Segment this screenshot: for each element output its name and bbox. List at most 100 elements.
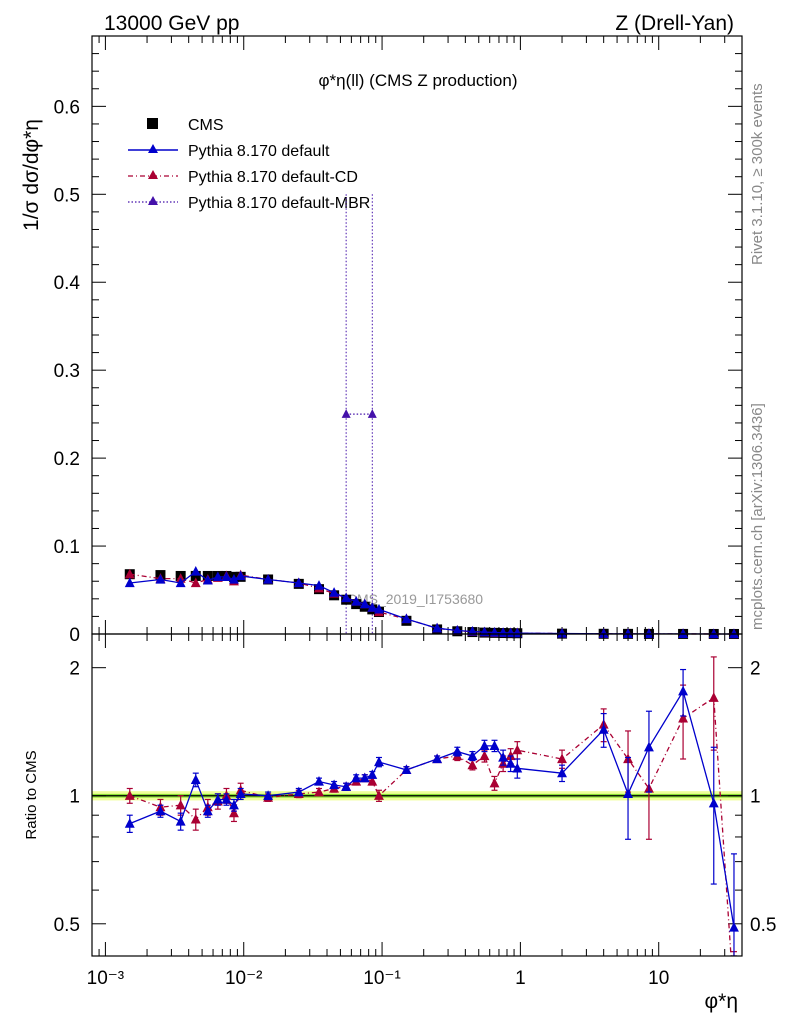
cd-ratio-point [124, 790, 135, 800]
legend-label-mbr: Pythia 8.170 default-MBR [188, 195, 370, 212]
ratio-y-axis-title: Ratio to CMS [23, 750, 40, 839]
default-ratio-point [401, 764, 412, 775]
series-point-1 [623, 628, 633, 638]
series-point-1 [708, 628, 719, 639]
series-point-1 [452, 624, 463, 635]
y-tick-label-main: 0.3 [54, 361, 80, 382]
default-ratio-point [190, 774, 201, 784]
mbr-point [341, 409, 351, 418]
default-ratio-point [329, 779, 340, 790]
legend-entry-cd: Pythia 8.170 default-CD [128, 169, 358, 186]
series-point-1 [432, 622, 443, 633]
series-point-1 [512, 627, 523, 638]
legend-marker-cms [147, 118, 158, 129]
default-ratio-point [432, 753, 443, 764]
plot-title: φ*η(ll) (CMS Z production) [318, 71, 517, 90]
default-ratio-point [729, 922, 739, 932]
series-point-1 [341, 592, 352, 603]
series-point-1 [314, 580, 324, 590]
default-ratio-point [498, 751, 509, 762]
ratio-axis-ticks: 10⁻³ 10⁻² 10⁻¹ 1 10 0.5 0.5 1 1 2 2 [54, 634, 776, 989]
default-ratio-point [341, 781, 352, 791]
cd-ratio-point [708, 692, 719, 702]
default-ratio-point [314, 776, 324, 786]
series-point-1 [359, 598, 370, 609]
header-process-label: Z (Drell-Yan) [615, 12, 734, 35]
ratio-uncertainty-band [92, 791, 742, 801]
y-tick-label-ratio-left: 0.5 [54, 915, 80, 936]
default-ratio-point [479, 740, 490, 750]
x-tick-label: 1 [515, 968, 526, 989]
x-axis-title: φ*η [705, 990, 738, 1013]
series-point-1 [729, 628, 739, 639]
cd-ratio-point [467, 759, 478, 770]
series-point-1 [329, 587, 340, 597]
main-axis-ticks: 0 0.1 0.2 0.3 0.4 0.5 0.6 [54, 36, 743, 646]
series-point-1 [221, 571, 232, 581]
y-tick-label-ratio-left: 1 [69, 787, 80, 808]
default-ratio-point [708, 797, 719, 808]
series-point-1 [351, 595, 362, 606]
series-point-1 [212, 571, 223, 581]
main-y-axis-title: 1/σ dσ/dφ*η [20, 119, 43, 231]
default-ratio-point [124, 818, 135, 828]
legend-marker-mbr [148, 196, 158, 205]
x-tick-label: 10⁻² [225, 968, 263, 989]
series-point-1 [505, 627, 516, 638]
x-tick-label: 10 [648, 968, 669, 989]
cd-ratio-point [175, 799, 186, 810]
mcplots-label: mcplots.cern.ch [arXiv:1306.3436] [749, 403, 766, 630]
y-tick-label-main: 0.5 [54, 185, 80, 206]
default-ratio-line [129, 689, 735, 928]
rivet-version-label: Rivet 3.1.10, ≥ 300k events [749, 83, 766, 265]
default-ratio-point [351, 772, 362, 783]
default-ratio-point [489, 740, 500, 750]
default-ratio-point [623, 788, 633, 799]
legend-marker-cd [148, 170, 158, 179]
series-point-1 [374, 603, 384, 614]
cd-ratio-point [229, 807, 239, 818]
y-tick-label-ratio-right: 1 [750, 787, 761, 808]
analysis-watermark: CMS_2019_I1753680 [347, 591, 483, 607]
default-ratio-point [293, 786, 304, 797]
cd-ratio-point [190, 813, 201, 824]
cd-ratio-point [367, 776, 378, 786]
default-ratio-point [155, 805, 166, 816]
series-point-1 [367, 602, 378, 612]
default-ratio-point [221, 793, 232, 804]
series-point-1 [155, 573, 166, 584]
ratio-chart-marks [124, 656, 739, 956]
mbr-point [367, 409, 377, 418]
ratio-plot-frame [91, 633, 743, 957]
cd-ratio-point [374, 790, 384, 800]
default-ratio-point [212, 793, 223, 804]
legend-entry-cms: CMS [147, 117, 224, 134]
default-ratio-point [557, 767, 567, 778]
series-point-2 [124, 568, 135, 579]
legend-label-cd: Pythia 8.170 default-CD [188, 169, 358, 186]
default-ratio-point [367, 769, 378, 779]
legend: CMS Pythia 8.170 default Pythia 8.170 de… [128, 117, 370, 212]
y-tick-label-main: 0.6 [54, 97, 80, 118]
x-tick-label: 10⁻³ [87, 968, 125, 989]
cd-ratio-point [314, 786, 324, 797]
default-ratio-point [678, 685, 689, 696]
series-point-1 [467, 626, 478, 636]
series-point-1 [235, 570, 246, 581]
main-chart-marks [124, 194, 739, 639]
y-tick-label-main: 0.4 [54, 273, 81, 294]
series-point-1 [644, 628, 654, 639]
y-tick-label-ratio-right: 2 [750, 659, 761, 680]
cd-ratio-point [512, 744, 523, 755]
default-ratio-point [644, 741, 654, 752]
default-ratio-point [175, 815, 186, 826]
series-point-1 [598, 628, 609, 638]
series-point-1 [401, 613, 412, 624]
series-point-1 [124, 577, 135, 588]
cd-ratio-point [489, 777, 500, 788]
cd-ratio-point [505, 750, 516, 761]
legend-entry-default: Pythia 8.170 default [128, 143, 330, 160]
series-point-2 [190, 577, 201, 588]
default-ratio-point [202, 805, 213, 816]
